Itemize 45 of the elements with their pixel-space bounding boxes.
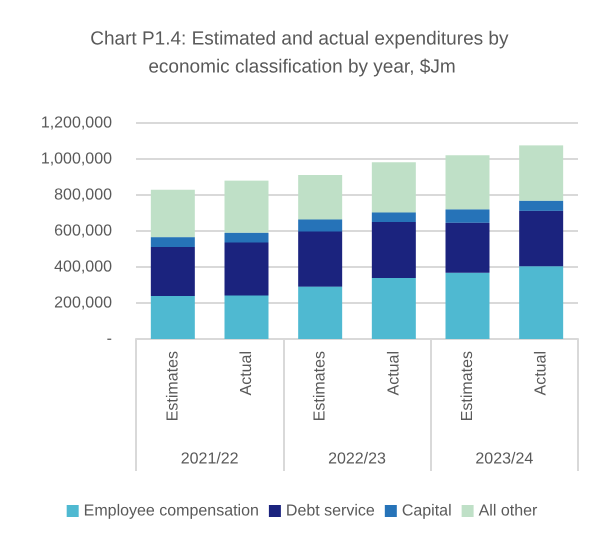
y-tick-label: 1,000,000	[40, 150, 112, 168]
y-tick-label: 200,000	[54, 294, 112, 312]
text: 2022/23	[328, 450, 386, 468]
x-tick-label: Actual	[385, 351, 402, 396]
bar	[224, 180, 268, 233]
chart-title: Chart P1.4: Estimated and actual expenditures by economic classification by year, $Jm	[90, 28, 514, 78]
text: 2021/22	[180, 450, 239, 468]
bar	[150, 190, 195, 238]
bar	[372, 278, 416, 339]
text: 2023/24	[475, 450, 534, 468]
x-tick-label: Actual	[532, 351, 550, 396]
bar	[150, 296, 195, 339]
bar	[519, 145, 564, 201]
x-tick-label: Actual	[238, 351, 255, 396]
bar	[150, 237, 195, 248]
bar	[446, 272, 490, 339]
y-tick-label: 400,000	[54, 258, 112, 276]
legend-label: All other	[478, 502, 538, 520]
bar	[372, 162, 416, 212]
bar	[298, 232, 342, 287]
legend-label: Debt service	[286, 502, 375, 520]
x-tick-label: Estimates	[312, 351, 329, 422]
bar	[298, 175, 342, 220]
bar	[519, 200, 564, 211]
bar	[446, 155, 490, 210]
y-tick-label: 800,000	[54, 186, 112, 204]
bar	[224, 295, 268, 339]
bar	[298, 286, 342, 339]
bar	[224, 232, 268, 243]
legend-label: Capital	[402, 502, 452, 520]
y-tick-label: 600,000	[54, 222, 112, 240]
bar	[372, 222, 416, 278]
legend-label: Employee compensation	[84, 502, 259, 520]
bar	[298, 219, 342, 232]
bar	[519, 266, 564, 339]
bar	[446, 222, 490, 273]
bar	[150, 247, 195, 296]
x-tick-label: Estimates	[164, 351, 182, 422]
bar	[446, 209, 490, 223]
bar	[224, 242, 268, 296]
x-tick-label: Estimates	[459, 351, 476, 422]
y-tick-label: 1,200,000	[40, 114, 112, 132]
bar	[519, 210, 564, 266]
bar	[372, 212, 416, 222]
y-tick-label: -	[106, 330, 112, 348]
